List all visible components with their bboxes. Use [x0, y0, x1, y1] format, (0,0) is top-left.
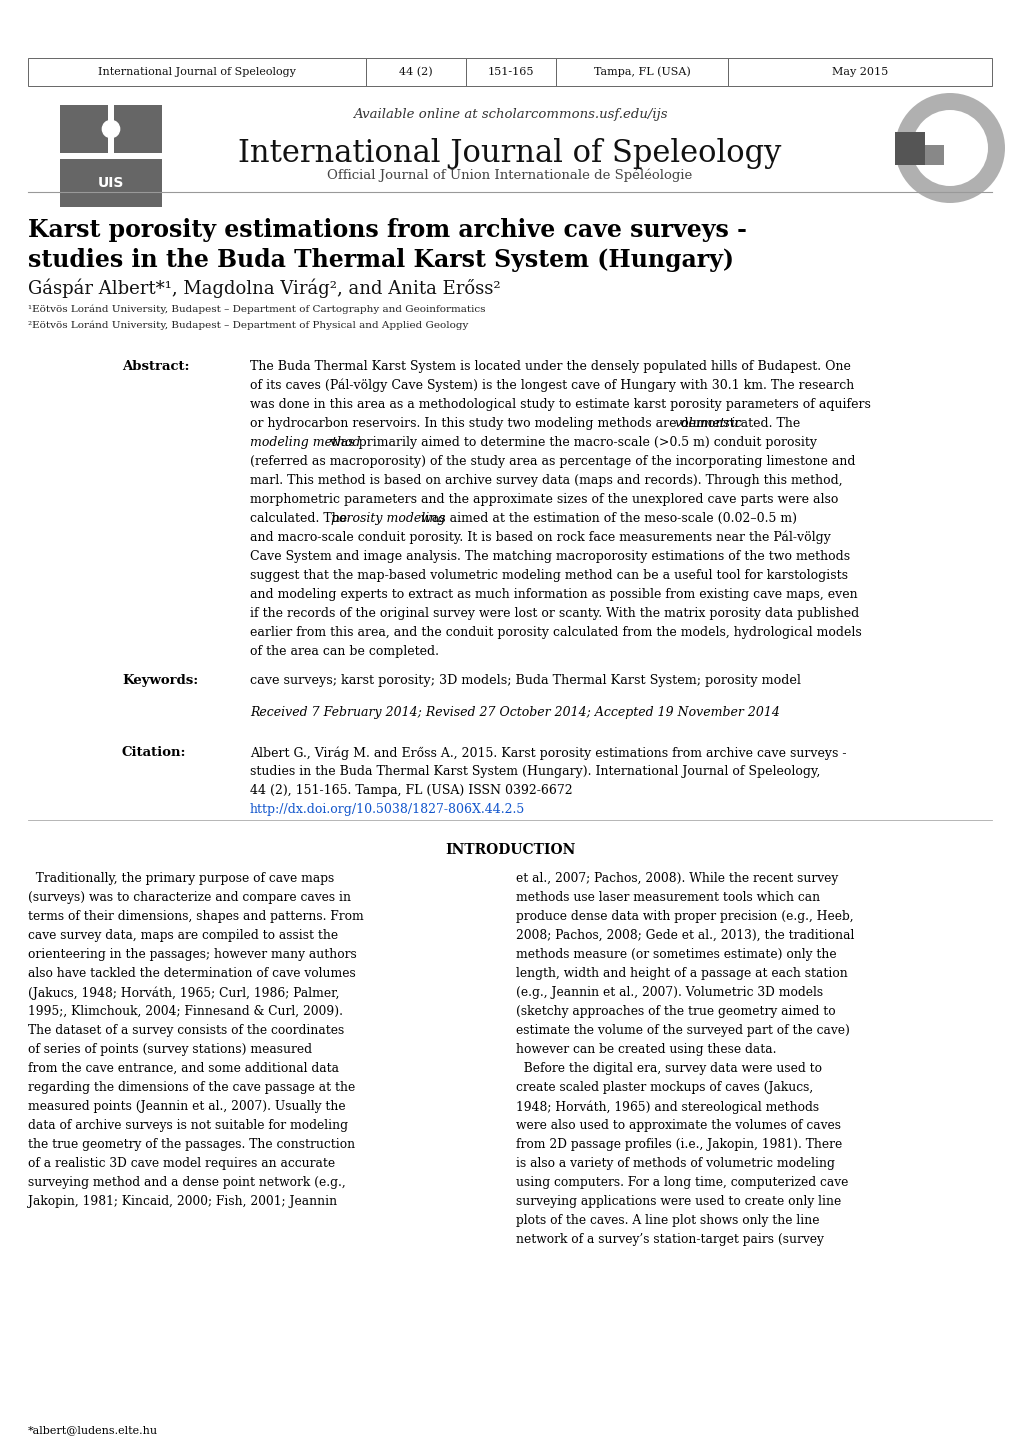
Text: studies in the Buda Thermal Karst System (Hungary): studies in the Buda Thermal Karst System…: [28, 248, 734, 273]
Text: calculated. The: calculated. The: [250, 512, 351, 525]
Text: using computers. For a long time, computerized cave: using computers. For a long time, comput…: [516, 1177, 848, 1190]
Text: Tampa, FL (USA): Tampa, FL (USA): [593, 66, 690, 78]
Text: was aimed at the estimation of the meso-scale (0.02–0.5 m): was aimed at the estimation of the meso-…: [416, 512, 796, 525]
Text: is also a variety of methods of volumetric modeling: is also a variety of methods of volumetr…: [516, 1156, 835, 1169]
Text: 44 (2), 151-165. Tampa, FL (USA) ISSN 0392-6672: 44 (2), 151-165. Tampa, FL (USA) ISSN 03…: [250, 784, 576, 797]
Text: Jakopin, 1981; Kincaid, 2000; Fish, 2001; Jeannin: Jakopin, 1981; Kincaid, 2000; Fish, 2001…: [28, 1195, 337, 1208]
Text: modeling method: modeling method: [250, 435, 360, 448]
Text: *albert@ludens.elte.hu: *albert@ludens.elte.hu: [28, 1425, 158, 1435]
Text: and modeling experts to extract as much information as possible from existing ca: and modeling experts to extract as much …: [250, 588, 857, 601]
Text: studies in the Buda Thermal Karst System (Hungary). International Journal of Spe: studies in the Buda Thermal Karst System…: [250, 766, 819, 779]
Text: data of archive surveys is not suitable for modeling: data of archive surveys is not suitable …: [28, 1119, 347, 1132]
Text: surveying method and a dense point network (e.g.,: surveying method and a dense point netwo…: [28, 1177, 345, 1190]
Text: and macro-scale conduit porosity. It is based on rock face measurements near the: and macro-scale conduit porosity. It is …: [250, 531, 830, 545]
Text: orienteering in the passages; however many authors: orienteering in the passages; however ma…: [28, 947, 357, 960]
Text: Traditionally, the primary purpose of cave maps: Traditionally, the primary purpose of ca…: [28, 872, 334, 885]
Bar: [728, 58, 991, 87]
Text: INTRODUCTION: INTRODUCTION: [444, 844, 575, 857]
Text: of a realistic 3D cave model requires an accurate: of a realistic 3D cave model requires an…: [28, 1156, 335, 1169]
Text: suggest that the map-based volumetric modeling method can be a useful tool for k: suggest that the map-based volumetric mo…: [250, 570, 847, 583]
Bar: [894, 131, 924, 164]
Text: May 2015: May 2015: [832, 66, 888, 76]
Text: surveying applications were used to create only line: surveying applications were used to crea…: [516, 1195, 841, 1208]
Text: et al., 2007; Pachos, 2008). While the recent survey: et al., 2007; Pachos, 2008). While the r…: [516, 872, 838, 885]
Text: of series of points (survey stations) measured: of series of points (survey stations) me…: [28, 1043, 312, 1056]
Text: was done in this area as a methodological study to estimate karst porosity param: was done in this area as a methodologica…: [250, 398, 870, 411]
Text: create scaled plaster mockups of caves (Jakucs,: create scaled plaster mockups of caves (…: [516, 1082, 812, 1094]
Text: length, width and height of a passage at each station: length, width and height of a passage at…: [516, 968, 847, 981]
Text: network of a survey’s station-target pairs (survey: network of a survey’s station-target pai…: [516, 1233, 823, 1246]
Bar: [555, 58, 728, 87]
Text: Albert G., Virág M. and Erőss A., 2015. Karst porosity estimations from archive : Albert G., Virág M. and Erőss A., 2015. …: [250, 746, 846, 760]
Bar: [924, 146, 944, 164]
Text: estimate the volume of the surveyed part of the cave): estimate the volume of the surveyed part…: [516, 1024, 849, 1037]
Bar: [466, 58, 555, 87]
Text: produce dense data with proper precision (e.g., Heeb,: produce dense data with proper precision…: [516, 910, 853, 923]
Text: (surveys) was to characterize and compare caves in: (surveys) was to characterize and compar…: [28, 891, 351, 904]
Text: cave survey data, maps are compiled to assist the: cave survey data, maps are compiled to a…: [28, 929, 337, 942]
Text: 44 (2): 44 (2): [398, 66, 432, 78]
Text: 2008; Pachos, 2008; Gede et al., 2013), the traditional: 2008; Pachos, 2008; Gede et al., 2013), …: [516, 929, 854, 942]
Text: Gáspár Albert*¹, Magdolna Virág², and Anita Erőss²: Gáspár Albert*¹, Magdolna Virág², and An…: [28, 278, 500, 297]
Text: Before the digital era, survey data were used to: Before the digital era, survey data were…: [516, 1061, 821, 1074]
Circle shape: [102, 120, 119, 137]
Bar: [60, 105, 108, 153]
Text: however can be created using these data.: however can be created using these data.: [516, 1043, 775, 1056]
Text: of the area can be completed.: of the area can be completed.: [250, 645, 438, 658]
Text: cave surveys; karst porosity; 3D models; Buda Thermal Karst System; porosity mod: cave surveys; karst porosity; 3D models;…: [250, 673, 800, 686]
Text: Cave System and image analysis. The matching macroporosity estimations of the tw: Cave System and image analysis. The matc…: [250, 549, 849, 562]
Text: porosity modeling: porosity modeling: [330, 512, 444, 525]
Text: terms of their dimensions, shapes and patterns. From: terms of their dimensions, shapes and pa…: [28, 910, 364, 923]
Text: Abstract:: Abstract:: [122, 360, 190, 373]
Circle shape: [894, 92, 1004, 203]
Text: Available online at scholarcommons.usf.edu/ijs: Available online at scholarcommons.usf.e…: [353, 108, 666, 121]
Text: 1948; Horváth, 1965) and stereological methods: 1948; Horváth, 1965) and stereological m…: [516, 1100, 818, 1113]
Text: earlier from this area, and the conduit porosity calculated from the models, hyd: earlier from this area, and the conduit …: [250, 626, 861, 639]
Text: regarding the dimensions of the cave passage at the: regarding the dimensions of the cave pas…: [28, 1082, 355, 1094]
Text: morphometric parameters and the approximate sizes of the unexplored cave parts w: morphometric parameters and the approxim…: [250, 493, 838, 506]
Text: measured points (Jeannin et al., 2007). Usually the: measured points (Jeannin et al., 2007). …: [28, 1100, 345, 1113]
Text: plots of the caves. A line plot shows only the line: plots of the caves. A line plot shows on…: [516, 1214, 818, 1227]
Text: from the cave entrance, and some additional data: from the cave entrance, and some additio…: [28, 1061, 338, 1074]
Text: from 2D passage profiles (i.e., Jakopin, 1981). There: from 2D passage profiles (i.e., Jakopin,…: [516, 1138, 842, 1151]
Text: (sketchy approaches of the true geometry aimed to: (sketchy approaches of the true geometry…: [516, 1005, 835, 1018]
Text: methods use laser measurement tools which can: methods use laser measurement tools whic…: [516, 891, 819, 904]
Text: (Jakucs, 1948; Horváth, 1965; Curl, 1986; Palmer,: (Jakucs, 1948; Horváth, 1965; Curl, 1986…: [28, 986, 339, 999]
Text: http://dx.doi.org/10.5038/1827-806X.44.2.5: http://dx.doi.org/10.5038/1827-806X.44.2…: [250, 803, 525, 816]
Bar: [60, 159, 162, 208]
Text: International Journal of Speleology: International Journal of Speleology: [98, 66, 296, 76]
Text: 1995;, Klimchouk, 2004; Finnesand & Curl, 2009).: 1995;, Klimchouk, 2004; Finnesand & Curl…: [28, 1005, 342, 1018]
Text: the true geometry of the passages. The construction: the true geometry of the passages. The c…: [28, 1138, 355, 1151]
Text: of its caves (Pál-völgy Cave System) is the longest cave of Hungary with 30.1 km: of its caves (Pál-völgy Cave System) is …: [250, 379, 854, 392]
Text: The dataset of a survey consists of the coordinates: The dataset of a survey consists of the …: [28, 1024, 344, 1037]
Text: methods measure (or sometimes estimate) only the: methods measure (or sometimes estimate) …: [516, 947, 836, 960]
Text: Citation:: Citation:: [122, 746, 186, 758]
Text: if the records of the original survey were lost or scanty. With the matrix poros: if the records of the original survey we…: [250, 607, 858, 620]
Text: 151-165: 151-165: [487, 66, 534, 76]
Circle shape: [911, 110, 987, 186]
Text: Keywords:: Keywords:: [122, 673, 198, 686]
Text: Received 7 February 2014; Revised 27 October 2014; Accepted 19 November 2014: Received 7 February 2014; Revised 27 Oct…: [250, 707, 780, 720]
Text: also have tackled the determination of cave volumes: also have tackled the determination of c…: [28, 968, 356, 981]
Text: or hydrocarbon reservoirs. In this study two modeling methods are demonstrated. : or hydrocarbon reservoirs. In this study…: [250, 417, 803, 430]
Text: UIS: UIS: [98, 176, 124, 190]
Text: marl. This method is based on archive survey data (maps and records). Through th: marl. This method is based on archive su…: [250, 474, 842, 487]
Bar: [28, 58, 366, 87]
Text: volumetric: volumetric: [674, 417, 742, 430]
Text: (referred as macroporosity) of the study area as percentage of the incorporating: (referred as macroporosity) of the study…: [250, 456, 855, 469]
Text: Official Journal of Union Internationale de Spéléologie: Official Journal of Union Internationale…: [327, 169, 692, 182]
Text: (e.g., Jeannin et al., 2007). Volumetric 3D models: (e.g., Jeannin et al., 2007). Volumetric…: [516, 986, 822, 999]
Text: ¹Eötvös Loránd University, Budapest – Department of Cartography and Geoinformati: ¹Eötvös Loránd University, Budapest – De…: [28, 306, 485, 314]
Text: Karst porosity estimations from archive cave surveys -: Karst porosity estimations from archive …: [28, 218, 746, 242]
Text: International Journal of Speleology: International Journal of Speleology: [238, 138, 781, 169]
Text: ²Eötvös Loránd University, Budapest – Department of Physical and Applied Geology: ²Eötvös Loránd University, Budapest – De…: [28, 320, 468, 330]
Text: The Buda Thermal Karst System is located under the densely populated hills of Bu: The Buda Thermal Karst System is located…: [250, 360, 850, 373]
Bar: [366, 58, 466, 87]
Bar: [114, 105, 162, 153]
Text: were also used to approximate the volumes of caves: were also used to approximate the volume…: [516, 1119, 841, 1132]
Text: was primarily aimed to determine the macro-scale (>0.5 m) conduit porosity: was primarily aimed to determine the mac…: [325, 435, 816, 448]
